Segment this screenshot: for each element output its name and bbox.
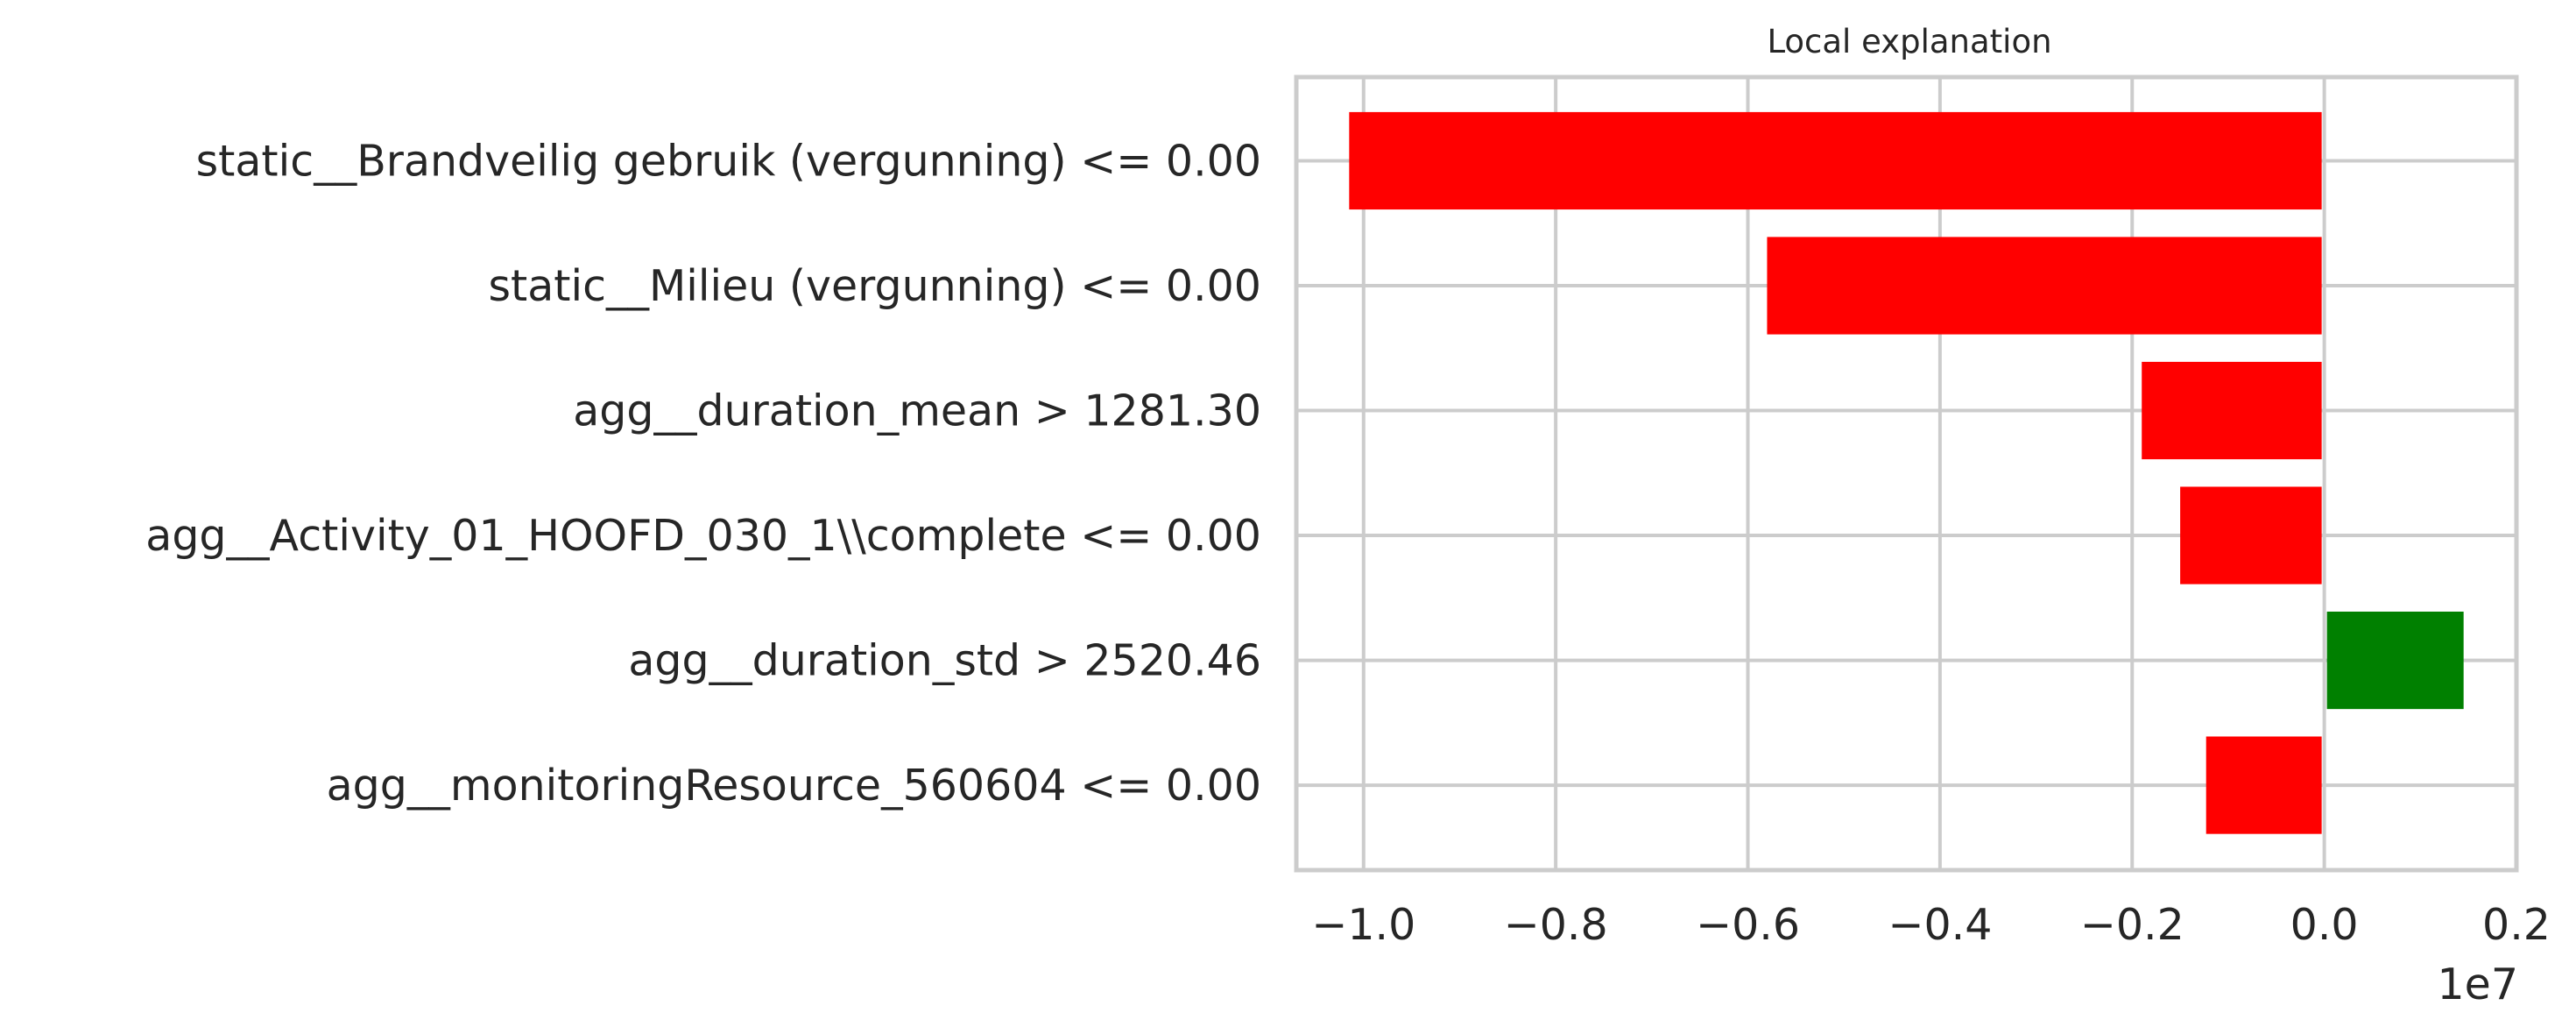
bar [2180,486,2322,584]
y-tick-label: static__Brandveilig gebruik (vergunning)… [196,136,1261,186]
chart-title: Local explanation [1767,23,2051,60]
bar [1767,237,2322,335]
x-tick-labels: −1.0 −0.8 −0.6 −0.4 −0.2 0.0 0.2 [1311,900,2551,950]
x-tick-label: −0.4 [1888,900,1992,950]
x-tick-label: −0.6 [1696,900,1800,950]
bars [1349,111,2464,834]
bar [2326,611,2464,710]
y-tick-label: static__Milieu (vergunning) <= 0.00 [488,261,1261,311]
bar [2205,736,2322,834]
x-tick-label: −0.8 [1504,900,1608,950]
plot-frame [1294,74,2519,873]
x-tick-label: 0.2 [2482,900,2551,950]
x-tick-label: 0.0 [2290,900,2359,950]
bar [1349,111,2322,210]
x-tick-label: −0.2 [2080,900,2184,950]
y-tick-label: agg__monitoringResource_560604 <= 0.00 [327,761,1261,811]
y-tick-label: agg__duration_std > 2520.46 [628,636,1261,686]
y-tick-labels: static__Brandveilig gebruik (vergunning)… [145,136,1261,811]
bar [2142,361,2322,460]
y-tick-label: agg__duration_mean > 1281.30 [573,386,1261,436]
y-tick-label: agg__Activity_01_HOOFD_030_1\\complete <… [145,511,1261,561]
x-offset-label: 1e7 [2438,960,2519,1009]
x-tick-label: −1.0 [1311,900,1415,950]
